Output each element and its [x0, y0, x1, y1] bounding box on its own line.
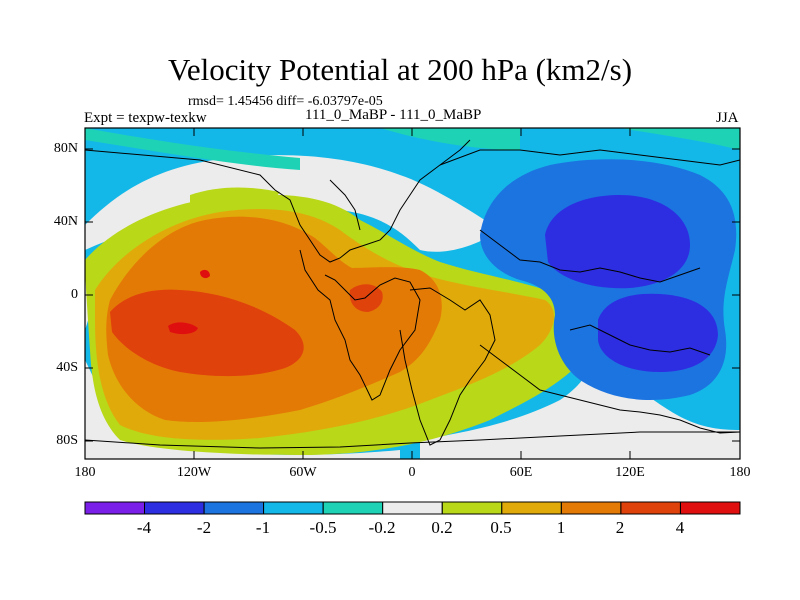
chart-title: Velocity Potential at 200 hPa (km2/s)	[167, 52, 633, 87]
colorbar-swatch	[501, 501, 562, 515]
colorbar-label: 1	[556, 518, 566, 537]
colorbar-swatch	[263, 501, 324, 515]
band-neg4-neg2-south	[598, 293, 718, 372]
colorbar-label: -0.5	[309, 518, 337, 537]
band-neutral-south	[85, 280, 400, 459]
lon-label-180w: 180	[74, 465, 96, 480]
band-neutral-southeast	[420, 330, 740, 459]
colorbar-swatch	[680, 501, 741, 515]
colorbar-swatch	[203, 501, 265, 515]
colorbar-swatch	[84, 501, 145, 515]
lon-label-180e: 180	[729, 465, 751, 480]
colorbar-swatch	[620, 501, 681, 515]
colorbar-label: 2	[615, 518, 625, 537]
lon-label-0: 0	[408, 465, 416, 480]
season-label: JJA	[716, 110, 739, 126]
colorbar-swatch	[441, 501, 503, 515]
colorbar-label: 0.2	[431, 518, 453, 537]
lon-label-120w: 120W	[176, 465, 212, 480]
experiment-label: Expt = texpw-texkw	[84, 110, 207, 126]
lon-label-60w: 60W	[289, 465, 317, 480]
colorbar-swatch	[322, 501, 384, 515]
lat-label-40N: 40N	[53, 214, 78, 229]
band-p2-p4-atlantic	[349, 284, 383, 312]
lat-label-80S: 80S	[56, 433, 78, 448]
stats-line: rmsd= 1.45456 diff= -6.03797e-05	[188, 94, 383, 109]
colorbar-swatch	[382, 501, 443, 515]
lat-label-80N: 80N	[53, 141, 78, 156]
band-neg05-neg02	[85, 128, 740, 170]
lon-label-120e: 120E	[615, 465, 645, 480]
colorbar-label: 0.5	[490, 518, 512, 537]
band-p2-p4-west	[110, 289, 304, 377]
case-names: 111_0_MaBP - 111_0_MaBP	[305, 107, 482, 123]
lat-label-0: 0	[71, 287, 78, 302]
contour-fill	[85, 128, 740, 459]
coastlines	[85, 139, 740, 449]
band-gt4-small	[200, 269, 210, 279]
colorbar-label: 4	[675, 518, 685, 537]
lat-label-40S: 40S	[56, 360, 78, 375]
colorbar-swatch	[560, 501, 622, 515]
axis-ticks	[84, 128, 741, 459]
colorbar-swatch	[144, 501, 205, 515]
colorbar-label: -2	[196, 518, 212, 537]
colorbar-label: -4	[136, 518, 152, 537]
colorbar-label: -0.2	[368, 518, 396, 537]
band-p02-p05-north	[190, 187, 280, 205]
colorbar	[84, 501, 741, 515]
band-gt4	[168, 322, 198, 335]
colorbar-label: -1	[255, 518, 271, 537]
lon-label-60e: 60E	[509, 465, 533, 480]
band-neg4-neg2-north	[545, 195, 690, 289]
